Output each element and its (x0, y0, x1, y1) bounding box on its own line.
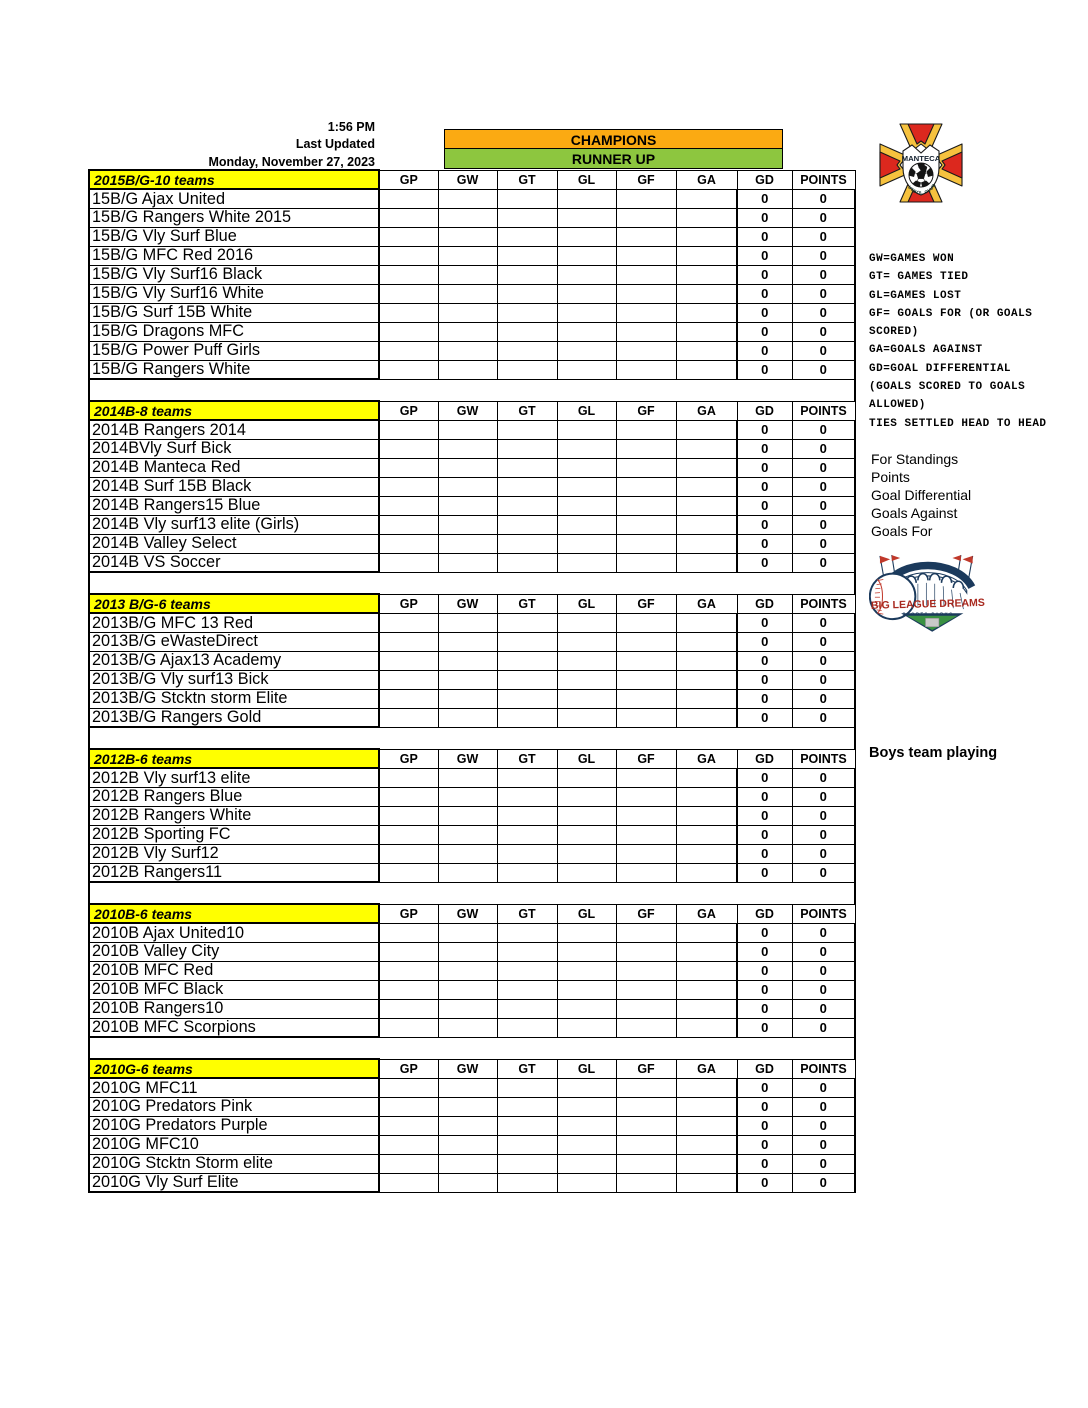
svg-text:MANTECA: MANTECA (902, 154, 941, 163)
svg-text:BIG LEAGUE DREAMS: BIG LEAGUE DREAMS (871, 597, 985, 612)
